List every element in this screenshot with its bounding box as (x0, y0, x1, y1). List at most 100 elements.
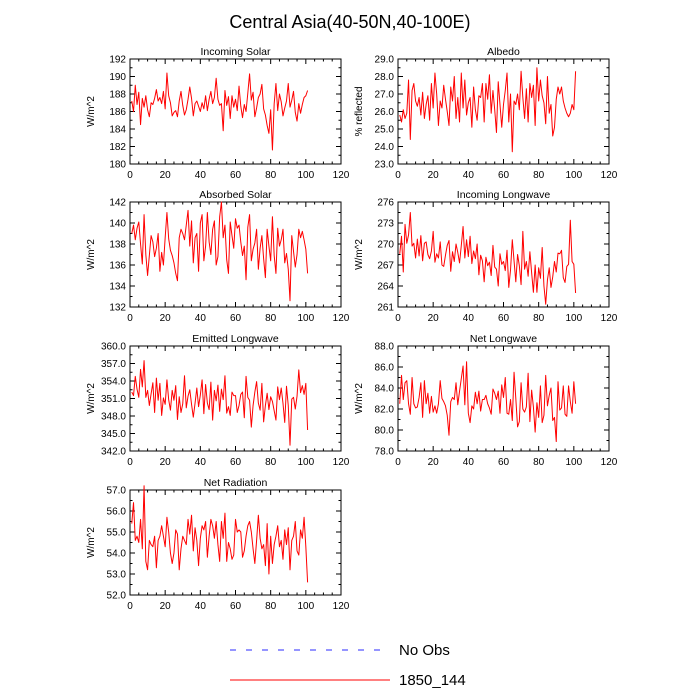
panel-title: Albedo (487, 46, 520, 58)
x-tick-label: 20 (160, 170, 172, 181)
x-tick-label: 80 (265, 170, 277, 181)
y-tick-label: 53.0 (107, 570, 127, 581)
panel-incoming-longwave: Incoming Longwave 0 20 40 60 80 100 120 261 264 26… (354, 189, 618, 324)
x-tick-label: 120 (333, 457, 350, 468)
y-tick-label: 182 (109, 142, 126, 153)
y-axis-label: W/m^2 (354, 383, 365, 414)
y-axis-label: W/m^2 (86, 239, 97, 270)
y-tick-label: 28.0 (375, 72, 395, 83)
x-tick-label: 60 (230, 601, 242, 612)
series-line-1850-144 (399, 67, 577, 153)
series-line-1850-144 (399, 361, 577, 443)
y-tick-label: 54.0 (107, 549, 127, 560)
y-axis-label: W/m^2 (354, 239, 365, 270)
series-line-1850-144 (131, 72, 309, 151)
figure-title: Central Asia(40-50N,40-100E) (229, 12, 470, 32)
y-tick-label: 192 (109, 55, 126, 66)
x-tick-label: 20 (428, 170, 440, 181)
plot-frame (129, 489, 342, 596)
y-axis-label: W/m^2 (86, 383, 97, 414)
x-tick-label: 0 (127, 601, 133, 612)
x-tick-label: 80 (265, 601, 277, 612)
x-tick-label: 120 (601, 457, 618, 468)
x-tick-label: 100 (565, 313, 582, 324)
y-tick-label: 184 (109, 125, 126, 136)
x-tick-label: 60 (230, 170, 242, 181)
y-axis-label: % reflected (354, 86, 365, 136)
panels: Incoming Solar 0 20 40 60 80 100 120 180 182 184 18… (86, 46, 618, 612)
x-tick-label: 0 (395, 170, 401, 181)
y-tick-label: 80.0 (375, 426, 395, 437)
y-tick-label: 351.0 (101, 394, 126, 405)
y-tick-label: 264 (377, 282, 394, 293)
plot-frame (397, 345, 610, 452)
x-tick-label: 120 (333, 313, 350, 324)
legend-label-no-obs: No Obs (399, 642, 450, 659)
series-line-1850-144 (131, 360, 309, 446)
y-tick-label: 56.0 (107, 507, 127, 518)
x-tick-label: 100 (565, 457, 582, 468)
y-tick-label: 276 (377, 198, 394, 209)
y-tick-label: 138 (109, 240, 126, 251)
legend: No Obs 1850_144 (230, 642, 466, 689)
y-tick-label: 24.0 (375, 142, 395, 153)
y-tick-label: 136 (109, 261, 126, 272)
series-line-1850-144 (131, 201, 309, 302)
y-tick-label: 360.0 (101, 342, 126, 353)
x-tick-label: 100 (565, 170, 582, 181)
panel-net-radiation: Net Radiation 0 20 40 60 80 100 120 52.0 53.0 54.0… (86, 477, 350, 612)
y-tick-label: 190 (109, 72, 126, 83)
panel-title: Incoming Solar (200, 46, 271, 58)
x-tick-label: 20 (428, 457, 440, 468)
y-tick-label: 84.0 (375, 384, 395, 395)
y-axis-label: W/m^2 (86, 96, 97, 127)
x-tick-label: 60 (498, 170, 510, 181)
x-tick-label: 60 (230, 457, 242, 468)
x-tick-label: 40 (463, 457, 475, 468)
panel-incoming-solar: Incoming Solar 0 20 40 60 80 100 120 180 182 184 18… (86, 46, 350, 181)
x-tick-label: 60 (230, 313, 242, 324)
x-tick-label: 20 (428, 313, 440, 324)
y-tick-label: 82.0 (375, 405, 395, 416)
y-tick-label: 342.0 (101, 447, 126, 458)
y-tick-label: 270 (377, 240, 394, 251)
x-tick-label: 20 (160, 313, 172, 324)
y-tick-label: 180 (109, 160, 126, 171)
x-tick-label: 120 (601, 170, 618, 181)
x-tick-label: 40 (195, 170, 207, 181)
panel-title: Emitted Longwave (192, 333, 279, 345)
y-tick-label: 55.0 (107, 528, 127, 539)
x-tick-label: 100 (297, 601, 314, 612)
legend-label-1850-144: 1850_144 (399, 672, 466, 689)
y-tick-label: 52.0 (107, 591, 127, 602)
y-tick-label: 357.0 (101, 359, 126, 370)
x-tick-label: 80 (533, 457, 545, 468)
y-tick-label: 261 (377, 303, 394, 314)
y-tick-label: 29.0 (375, 55, 395, 66)
y-axis-label: W/m^2 (86, 527, 97, 558)
y-tick-label: 134 (109, 282, 126, 293)
x-tick-label: 80 (533, 313, 545, 324)
panel-emitted-longwave: Emitted Longwave 0 20 40 60 80 100 120 342.0 345.… (86, 333, 350, 468)
y-tick-label: 27.0 (375, 90, 395, 101)
panel-net-longwave: Net Longwave 0 20 40 60 80 100 120 78.0 80.0 82.0 8… (354, 333, 618, 468)
y-tick-label: 78.0 (375, 447, 395, 458)
y-tick-label: 132 (109, 303, 126, 314)
plot-frame (397, 201, 610, 308)
y-tick-label: 23.0 (375, 160, 395, 171)
x-tick-label: 100 (297, 170, 314, 181)
x-tick-label: 0 (127, 170, 133, 181)
series-line-1850-144 (131, 485, 309, 583)
panel-absorbed-solar: Absorbed Solar 0 20 40 60 80 100 120 132 134 136 13… (86, 189, 350, 324)
y-tick-label: 267 (377, 261, 394, 272)
x-tick-label: 80 (265, 313, 277, 324)
y-tick-label: 186 (109, 107, 126, 118)
y-tick-label: 57.0 (107, 486, 127, 497)
x-tick-label: 100 (297, 457, 314, 468)
y-tick-label: 348.0 (101, 412, 126, 423)
x-tick-label: 60 (498, 457, 510, 468)
series-line-1850-144 (399, 212, 577, 305)
y-tick-label: 86.0 (375, 363, 395, 374)
x-tick-label: 0 (395, 313, 401, 324)
x-tick-label: 40 (463, 313, 475, 324)
